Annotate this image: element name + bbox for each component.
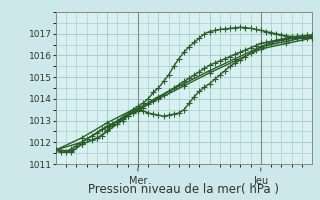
Text: Pression niveau de la mer( hPa ): Pression niveau de la mer( hPa ) bbox=[89, 183, 279, 196]
Text: Mer: Mer bbox=[129, 176, 147, 186]
Text: Jeu: Jeu bbox=[253, 176, 268, 186]
